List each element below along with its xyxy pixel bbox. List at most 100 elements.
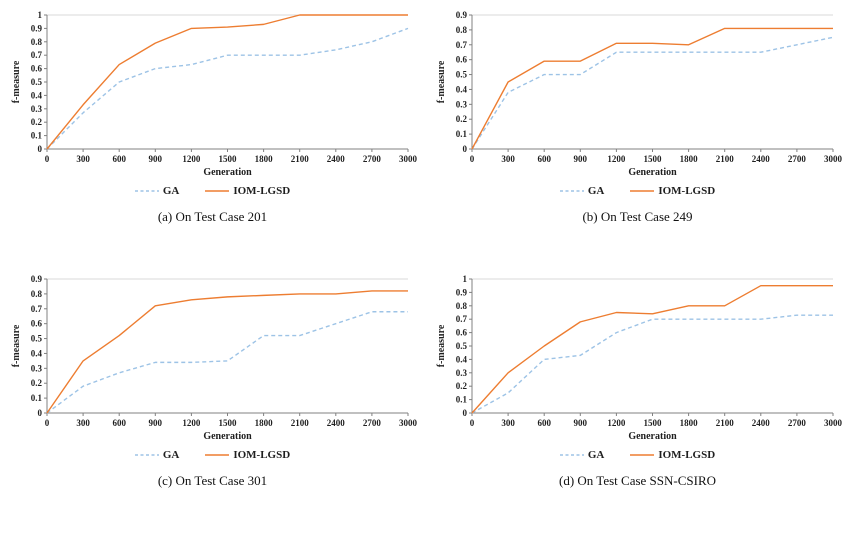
- x-tick-label: 300: [76, 154, 90, 164]
- x-axis-title: Generation: [628, 167, 677, 178]
- y-axis-title: f-measure: [436, 60, 447, 103]
- legend-swatch-icon: [205, 454, 230, 456]
- chart-caption: (b) On Test Case 249: [582, 209, 693, 224]
- x-tick-label: 2700: [362, 154, 381, 164]
- x-tick-label: 1500: [643, 154, 662, 164]
- y-tick-label: 0.5: [30, 334, 42, 344]
- y-tick-label: 0.1: [30, 393, 42, 403]
- y-tick-label: 0.9: [30, 274, 42, 284]
- y-tick-label: 0.8: [455, 301, 467, 311]
- y-tick-label: 0.5: [30, 77, 42, 87]
- x-tick-label: 1200: [607, 418, 626, 428]
- ga-line: [471, 314, 833, 414]
- x-tick-label: 3000: [824, 418, 842, 428]
- x-tick-label: 2400: [326, 154, 345, 164]
- legend-item-iom-lgsd: IOM-LGSD: [205, 449, 290, 461]
- x-tick-label: 2100: [715, 154, 734, 164]
- x-axis-title: Generation: [203, 431, 252, 442]
- legend-label: IOM-LGSD: [233, 449, 291, 461]
- x-tick-label: 1500: [218, 418, 237, 428]
- x-tick-label: 1200: [182, 418, 201, 428]
- x-tick-label: 1800: [254, 154, 273, 164]
- legend-item-iom-lgsd: IOM-LGSD: [630, 185, 715, 197]
- x-tick-label: 3000: [399, 418, 417, 428]
- chart-panel-c: 0 0.1 0.2 0.3 0.4 0.5 0.6 0.7 0.8 0.9 0 300 600 900 12…: [0, 268, 425, 532]
- chart-caption: (c) On Test Case 301: [157, 473, 268, 488]
- x-tick-label: 0: [44, 418, 49, 428]
- legend-swatch-icon: [134, 454, 159, 456]
- x-tick-label: 900: [573, 154, 587, 164]
- y-tick-label: 0: [37, 144, 42, 154]
- y-tick-label: 0.3: [30, 363, 42, 373]
- x-tick-label: 900: [573, 418, 587, 428]
- line-chart-a: 0 0.1 0.2 0.3 0.4 0.5 0.6 0.7 0.8 0.9 1 0 300 600 900 1…: [11, 10, 417, 178]
- legend-swatch-icon: [630, 190, 655, 192]
- y-tick-label: 0: [462, 408, 467, 418]
- legend-label: GA: [162, 449, 180, 461]
- x-tick-label: 1200: [607, 154, 626, 164]
- x-tick-label: 2400: [751, 418, 770, 428]
- x-tick-label: 300: [501, 418, 515, 428]
- y-tick-label: 0.2: [455, 381, 467, 391]
- x-tick-label: 1500: [643, 418, 662, 428]
- line-chart-b: 0 0.1 0.2 0.3 0.4 0.5 0.6 0.7 0.8 0.9 0 300 600 900 12…: [436, 10, 842, 178]
- x-tick-label: 900: [148, 154, 162, 164]
- x-tick-label: 300: [76, 418, 90, 428]
- legend-label: GA: [587, 449, 605, 461]
- x-tick-label: 1800: [679, 154, 698, 164]
- y-tick-label: 0.8: [30, 37, 42, 47]
- chart-panel-b: 0 0.1 0.2 0.3 0.4 0.5 0.6 0.7 0.8 0.9 0 300 600 900 12…: [425, 4, 850, 268]
- legend-swatch-icon: [205, 190, 230, 192]
- legend-item-iom-lgsd: IOM-LGSD: [205, 185, 290, 197]
- x-tick-label: 900: [148, 418, 162, 428]
- iom-lgsd-line: [45, 14, 408, 150]
- y-tick-label: 0.6: [455, 328, 467, 338]
- y-tick-label: 0.7: [30, 50, 42, 60]
- x-tick-label: 2100: [290, 154, 309, 164]
- y-tick-label: 0.2: [30, 117, 42, 127]
- y-tick-label: 0.2: [455, 114, 467, 124]
- x-tick-label: 600: [537, 418, 551, 428]
- x-tick-label: 600: [537, 154, 551, 164]
- y-tick-label: 0.8: [455, 25, 467, 35]
- y-axis-title: f-measure: [11, 60, 22, 103]
- iom-lgsd-line: [45, 290, 408, 414]
- y-tick-label: 0.9: [30, 23, 42, 33]
- legend-swatch-icon: [630, 454, 655, 456]
- y-tick-label: 0.6: [30, 319, 42, 329]
- chart-panel-d: 0 0.1 0.2 0.3 0.4 0.5 0.6 0.7 0.8 0.9 1 0 300 600 900 1…: [425, 268, 850, 532]
- legend-label: IOM-LGSD: [658, 449, 716, 461]
- y-tick-label: 0.7: [30, 304, 42, 314]
- x-axis-title: Generation: [203, 167, 252, 178]
- x-tick-label: 2100: [290, 418, 309, 428]
- x-tick-label: 600: [112, 418, 126, 428]
- y-tick-label: 0.5: [455, 70, 467, 80]
- y-axis-title: f-measure: [436, 324, 447, 367]
- x-tick-label: 1800: [679, 418, 698, 428]
- legend-label: GA: [587, 185, 605, 197]
- chart-legend: GA IOM-LGSD: [559, 182, 715, 200]
- legend-swatch-icon: [134, 190, 159, 192]
- x-axis-title: Generation: [628, 431, 677, 442]
- y-tick-label: 0.8: [30, 289, 42, 299]
- y-tick-label: 0.1: [455, 129, 467, 139]
- legend-item-iom-lgsd: IOM-LGSD: [630, 449, 715, 461]
- y-tick-label: 0.9: [455, 287, 467, 297]
- ga-line: [470, 36, 833, 150]
- chart-legend: GA IOM-LGSD: [134, 182, 290, 200]
- legend-label: IOM-LGSD: [233, 185, 291, 197]
- y-tick-label: 0.4: [455, 354, 467, 364]
- y-tick-label: 0.2: [30, 378, 42, 388]
- chart-panel-a: 0 0.1 0.2 0.3 0.4 0.5 0.6 0.7 0.8 0.9 1 0 300 600 900 1…: [0, 4, 425, 268]
- y-tick-label: 0.9: [455, 10, 467, 20]
- x-tick-label: 2400: [326, 418, 345, 428]
- y-tick-label: 0.7: [455, 314, 467, 324]
- x-tick-label: 300: [501, 154, 515, 164]
- x-tick-label: 0: [469, 418, 474, 428]
- y-tick-label: 0.4: [455, 84, 467, 94]
- legend-item-ga: GA: [559, 185, 605, 197]
- y-tick-label: 0.1: [455, 395, 467, 405]
- y-tick-label: 0.6: [30, 64, 42, 74]
- y-tick-label: 0.3: [455, 99, 467, 109]
- y-tick-label: 0: [37, 408, 42, 418]
